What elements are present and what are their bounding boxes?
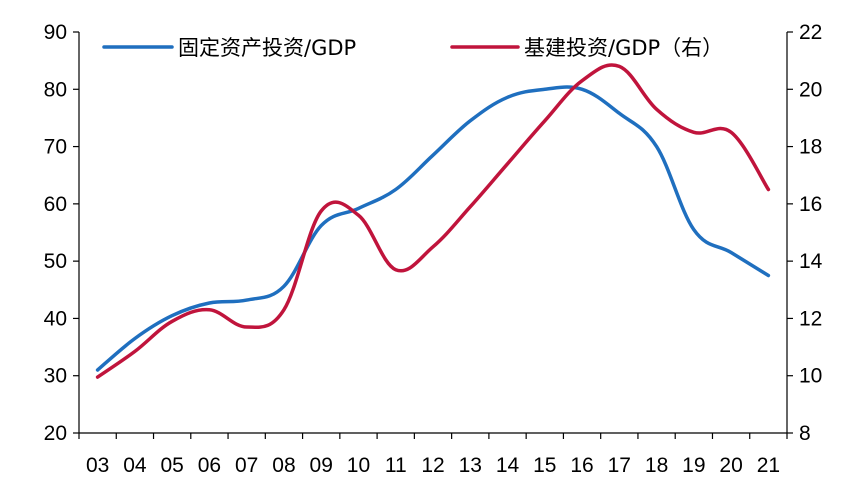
x-tick-label: 03 bbox=[86, 454, 109, 477]
legend: 固定资产投资/GDP 基建投资/GDP（右） bbox=[102, 36, 723, 60]
x-tick-label: 16 bbox=[570, 454, 593, 477]
left-tick-label: 70 bbox=[44, 136, 67, 159]
x-tick-label: 05 bbox=[160, 454, 183, 477]
right-tick-label: 18 bbox=[799, 136, 822, 159]
right-y-axis: 8 10 12 14 16 18 20 22 bbox=[786, 21, 823, 445]
right-tick-label: 16 bbox=[799, 193, 822, 216]
x-tick-label: 19 bbox=[682, 454, 705, 477]
x-tick-label: 12 bbox=[421, 454, 444, 477]
left-tick-label: 50 bbox=[44, 250, 67, 273]
x-tick-label: 15 bbox=[533, 454, 556, 477]
legend-label: 基建投资/GDP（右） bbox=[524, 36, 723, 60]
x-tick-label: 21 bbox=[757, 454, 780, 477]
x-tick-label: 20 bbox=[719, 454, 742, 477]
left-tick-label: 60 bbox=[44, 193, 67, 216]
right-tick-label: 12 bbox=[799, 307, 822, 330]
right-tick-label: 22 bbox=[799, 21, 822, 44]
x-tick-label: 11 bbox=[385, 454, 407, 477]
legend-label: 固定资产投资/GDP bbox=[178, 36, 356, 60]
left-tick-label: 90 bbox=[44, 21, 67, 44]
right-tick-label: 20 bbox=[799, 78, 822, 101]
x-tick-label: 06 bbox=[198, 454, 221, 477]
x-tick-label: 14 bbox=[496, 454, 520, 477]
left-tick-label: 40 bbox=[44, 307, 67, 330]
x-tick-label: 04 bbox=[123, 454, 147, 477]
x-tick-label: 10 bbox=[347, 454, 370, 477]
x-tick-label: 17 bbox=[608, 454, 631, 477]
right-tick-label: 10 bbox=[799, 365, 822, 388]
series-line-fixed-asset-investment bbox=[95, 85, 771, 372]
series-line-infrastructure-investment bbox=[95, 63, 771, 379]
right-tick-label: 8 bbox=[799, 422, 811, 445]
left-tick-label: 30 bbox=[44, 365, 67, 388]
x-axis: 03 04 05 06 07 08 09 10 11 12 13 14 15 16 17 18 19 20 21 bbox=[78, 432, 788, 477]
left-tick-label: 80 bbox=[44, 78, 67, 101]
right-tick-label: 14 bbox=[799, 250, 823, 273]
x-tick-label: 09 bbox=[310, 454, 333, 477]
left-y-axis: 20 30 40 50 60 70 80 90 bbox=[44, 21, 80, 445]
x-tick-label: 13 bbox=[459, 454, 482, 477]
x-tick-label: 07 bbox=[235, 454, 258, 477]
series-group bbox=[95, 63, 771, 379]
x-tick-label: 18 bbox=[645, 454, 668, 477]
left-tick-label: 20 bbox=[44, 422, 67, 445]
legend-item: 基建投资/GDP（右） bbox=[450, 36, 723, 60]
legend-item: 固定资产投资/GDP bbox=[102, 36, 356, 60]
x-tick-label: 08 bbox=[272, 454, 295, 477]
